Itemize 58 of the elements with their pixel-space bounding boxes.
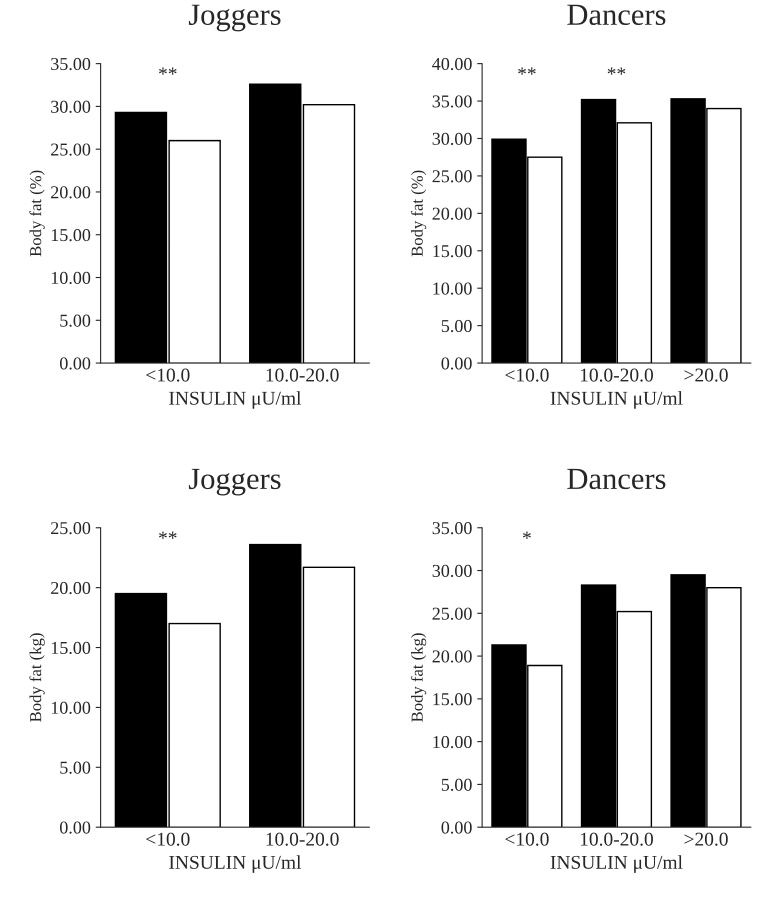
y-tick-label: 35.00: [432, 522, 472, 534]
y-tick-label: 15.00: [52, 642, 90, 654]
x-tick-label: 10.0-20.0: [266, 832, 339, 846]
annotation: *: [522, 532, 531, 539]
y-tick-label: 10.00: [433, 736, 472, 748]
y-tick-label: 0.00: [441, 821, 472, 834]
annotation: **: [518, 68, 536, 75]
y-tick-label: 35.00: [51, 58, 90, 70]
y-tick-label: 0.00: [60, 357, 90, 370]
y-tick-label: 10.00: [52, 272, 90, 284]
y-tick-label: 30.00: [432, 132, 472, 146]
y-tick-label: 25.00: [432, 608, 472, 620]
annotation: **: [159, 532, 177, 539]
y-tick-label: 10.00: [433, 282, 472, 295]
y-tick-label: 20.00: [51, 186, 90, 198]
chart-title: Dancers: [567, 4, 666, 26]
y-tick-label: 5.00: [60, 314, 90, 327]
y-tick-label: 20.00: [432, 650, 472, 663]
x-tick-label: 10.0-20.0: [580, 368, 653, 382]
y-tick-label: 5.00: [442, 778, 472, 791]
y-tick-label: 40.00: [432, 58, 472, 70]
x-axis-title: INSULIN μU/ml: [169, 391, 302, 409]
y-axis-title: Body fat (kg): [410, 633, 426, 722]
y-axis-title: Body fat (%): [29, 170, 45, 256]
y-tick-label: 35.00: [432, 95, 472, 108]
chart-title: Joggers: [188, 468, 281, 496]
y-tick-label: 0.00: [441, 357, 472, 370]
y-axis-title: Body fat (kg): [29, 633, 45, 722]
y-tick-label: 15.00: [52, 228, 90, 242]
x-tick-label: >20.0: [684, 832, 728, 846]
chart-title: Dancers: [567, 468, 666, 490]
x-axis-title: INSULIN μU/ml: [550, 855, 683, 873]
y-tick-label: 20.00: [51, 582, 90, 594]
x-tick-label: 10.0-20.0: [266, 368, 339, 382]
y-tick-label: 0.00: [60, 821, 90, 834]
chart-title: Joggers: [188, 4, 281, 32]
y-tick-label: 10.00: [52, 702, 90, 714]
annotation: **: [159, 68, 177, 75]
y-tick-label: 30.00: [51, 100, 90, 113]
y-tick-label: 30.00: [432, 564, 472, 578]
x-tick-label: <10.0: [146, 832, 190, 846]
y-tick-label: 5.00: [442, 320, 472, 332]
y-tick-label: 20.00: [432, 208, 472, 220]
y-tick-label: 15.00: [433, 245, 472, 258]
x-tick-label: 10.0-20.0: [580, 832, 653, 846]
y-tick-label: 25.00: [51, 522, 90, 534]
x-tick-label: <10.0: [505, 832, 549, 846]
y-tick-label: 5.00: [60, 762, 90, 774]
y-tick-label: 15.00: [433, 693, 472, 706]
y-tick-label: 25.00: [432, 170, 472, 182]
x-tick-label: >20.0: [684, 368, 728, 382]
x-tick-label: <10.0: [146, 368, 190, 382]
x-tick-label: <10.0: [505, 368, 549, 382]
annotation: **: [608, 68, 626, 75]
y-axis-title: Body fat (%): [410, 170, 426, 256]
x-axis-title: INSULIN μU/ml: [550, 391, 683, 409]
y-tick-label: 25.00: [51, 143, 90, 156]
x-axis-title: INSULIN μU/ml: [169, 855, 302, 873]
